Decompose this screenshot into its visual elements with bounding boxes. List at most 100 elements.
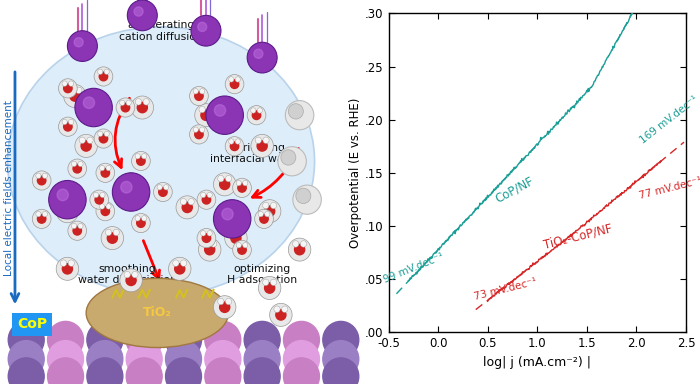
Circle shape xyxy=(278,147,307,176)
Circle shape xyxy=(8,358,44,384)
Circle shape xyxy=(244,341,280,377)
Circle shape xyxy=(199,127,205,132)
Circle shape xyxy=(244,358,280,384)
Text: CoP: CoP xyxy=(17,318,47,331)
Circle shape xyxy=(300,241,307,247)
Circle shape xyxy=(59,117,77,136)
Circle shape xyxy=(62,119,67,125)
Text: 99 mV.dec⁻¹: 99 mV.dec⁻¹ xyxy=(382,252,445,285)
Circle shape xyxy=(87,358,122,384)
Circle shape xyxy=(173,260,179,266)
Circle shape xyxy=(214,200,251,238)
Circle shape xyxy=(229,139,234,144)
Circle shape xyxy=(64,84,86,108)
Circle shape xyxy=(56,200,78,223)
Circle shape xyxy=(281,150,296,165)
Circle shape xyxy=(68,221,87,240)
Circle shape xyxy=(284,358,319,384)
Circle shape xyxy=(68,260,74,266)
Circle shape xyxy=(124,271,130,278)
Circle shape xyxy=(106,204,111,209)
Circle shape xyxy=(121,182,132,193)
Circle shape xyxy=(284,341,319,377)
Circle shape xyxy=(143,99,149,105)
Circle shape xyxy=(42,212,48,217)
Circle shape xyxy=(83,97,94,109)
Circle shape xyxy=(258,276,281,300)
Circle shape xyxy=(214,105,225,116)
Circle shape xyxy=(136,219,145,227)
Circle shape xyxy=(68,159,87,178)
Circle shape xyxy=(270,279,276,286)
Circle shape xyxy=(165,341,202,377)
Circle shape xyxy=(218,175,224,182)
Circle shape xyxy=(270,202,276,209)
Circle shape xyxy=(180,199,186,205)
Text: reorienting
interfacial water: reorienting interfacial water xyxy=(210,143,299,164)
Circle shape xyxy=(64,122,72,131)
Circle shape xyxy=(120,100,125,106)
Circle shape xyxy=(165,321,202,358)
Circle shape xyxy=(207,231,212,236)
Circle shape xyxy=(281,306,288,313)
Circle shape xyxy=(296,188,311,204)
Circle shape xyxy=(247,106,266,125)
Circle shape xyxy=(235,139,240,144)
Circle shape xyxy=(59,79,77,98)
Circle shape xyxy=(132,271,138,278)
Circle shape xyxy=(105,229,111,236)
Circle shape xyxy=(193,127,198,132)
Circle shape xyxy=(218,298,224,305)
Circle shape xyxy=(257,141,267,151)
Circle shape xyxy=(199,106,205,113)
Circle shape xyxy=(199,89,205,94)
Circle shape xyxy=(202,195,211,204)
Circle shape xyxy=(78,223,83,229)
Circle shape xyxy=(236,243,241,248)
Circle shape xyxy=(94,129,113,148)
Circle shape xyxy=(116,98,135,117)
Text: optimizing
H adsorption: optimizing H adsorption xyxy=(227,264,298,285)
Circle shape xyxy=(57,189,69,200)
Circle shape xyxy=(104,69,109,74)
Circle shape xyxy=(258,212,263,217)
Circle shape xyxy=(235,77,240,82)
Circle shape xyxy=(36,173,41,179)
Circle shape xyxy=(231,233,241,243)
Circle shape xyxy=(126,275,136,286)
Circle shape xyxy=(257,108,262,113)
Circle shape xyxy=(164,185,169,190)
Circle shape xyxy=(99,204,105,209)
Circle shape xyxy=(60,202,66,209)
Circle shape xyxy=(48,341,83,377)
Circle shape xyxy=(48,321,83,358)
Circle shape xyxy=(293,185,321,214)
Circle shape xyxy=(247,42,277,73)
Circle shape xyxy=(197,228,216,248)
Circle shape xyxy=(81,141,91,151)
Circle shape xyxy=(153,182,172,202)
Circle shape xyxy=(126,100,132,106)
Circle shape xyxy=(87,341,122,377)
Circle shape xyxy=(225,74,244,94)
Circle shape xyxy=(258,200,281,223)
Circle shape xyxy=(159,188,167,196)
Circle shape xyxy=(101,169,109,177)
Circle shape xyxy=(32,209,51,228)
Text: 73 mV.dec⁻¹: 73 mV.dec⁻¹ xyxy=(473,277,538,302)
Circle shape xyxy=(229,229,235,236)
Circle shape xyxy=(134,7,143,16)
Circle shape xyxy=(243,180,248,186)
Circle shape xyxy=(94,67,113,86)
Circle shape xyxy=(270,303,292,326)
Circle shape xyxy=(157,185,162,190)
Circle shape xyxy=(137,102,148,113)
Ellipse shape xyxy=(8,27,314,296)
Circle shape xyxy=(293,241,299,247)
Circle shape xyxy=(42,173,48,179)
Circle shape xyxy=(97,69,103,74)
Circle shape xyxy=(99,166,105,171)
Circle shape xyxy=(225,227,247,250)
Circle shape xyxy=(201,231,206,236)
Circle shape xyxy=(101,207,109,215)
